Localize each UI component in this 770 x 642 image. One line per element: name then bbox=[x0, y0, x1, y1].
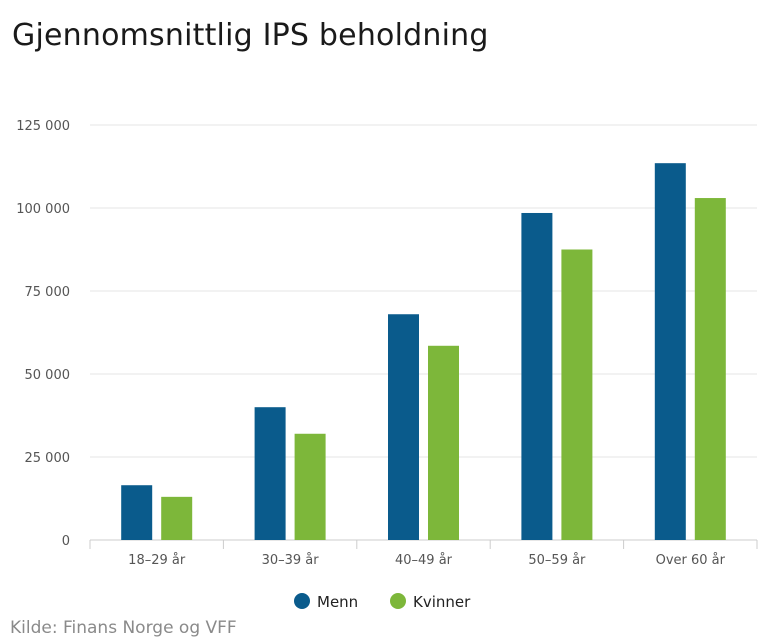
x-tick-label: 30–39 år bbox=[262, 553, 320, 568]
y-axis-ticks: 0 25 000 50 000 75 000 100 000 125 000 bbox=[16, 119, 70, 549]
bar-menn-5[interactable] bbox=[654, 163, 686, 540]
y-tick-label: 0 bbox=[62, 534, 70, 549]
bar-menn-4[interactable] bbox=[521, 212, 553, 541]
y-tick-label: 100 000 bbox=[16, 202, 70, 217]
x-tick-label: 40–49 år bbox=[395, 553, 453, 568]
source-note: Kilde: Finans Norge og VFF bbox=[10, 618, 237, 638]
legend[interactable]: Menn Kvinner bbox=[294, 593, 471, 611]
bar-kvinner-1[interactable] bbox=[161, 496, 193, 540]
bars bbox=[121, 163, 726, 541]
y-tick-label: 75 000 bbox=[25, 285, 71, 300]
bar-menn-1[interactable] bbox=[121, 485, 153, 540]
legend-label-menn[interactable]: Menn bbox=[317, 593, 358, 611]
y-tick-label: 25 000 bbox=[25, 451, 71, 466]
x-axis-ticks: 18–29 år 30–39 år 40–49 år 50–59 år Over 60 … bbox=[89, 540, 758, 568]
bar-kvinner-3[interactable] bbox=[428, 345, 459, 540]
bar-kvinner-5[interactable] bbox=[694, 198, 726, 541]
x-tick-label: 50–59 år bbox=[528, 553, 586, 568]
bar-menn-3[interactable] bbox=[388, 314, 419, 540]
bar-kvinner-4[interactable] bbox=[561, 249, 593, 541]
legend-marker-menn[interactable] bbox=[294, 593, 310, 609]
bar-kvinner-2[interactable] bbox=[294, 433, 326, 540]
legend-label-kvinner[interactable]: Kvinner bbox=[413, 593, 471, 611]
gridlines bbox=[90, 124, 757, 541]
bar-menn-2[interactable] bbox=[254, 407, 286, 540]
x-tick-label: 18–29 år bbox=[128, 553, 186, 568]
y-tick-label: 50 000 bbox=[25, 368, 71, 383]
chart-title: Gjennomsnittlig IPS beholdning bbox=[12, 18, 489, 53]
x-tick-label: Over 60 år bbox=[656, 553, 726, 568]
y-tick-label: 125 000 bbox=[16, 119, 70, 134]
legend-marker-kvinner[interactable] bbox=[390, 593, 406, 609]
